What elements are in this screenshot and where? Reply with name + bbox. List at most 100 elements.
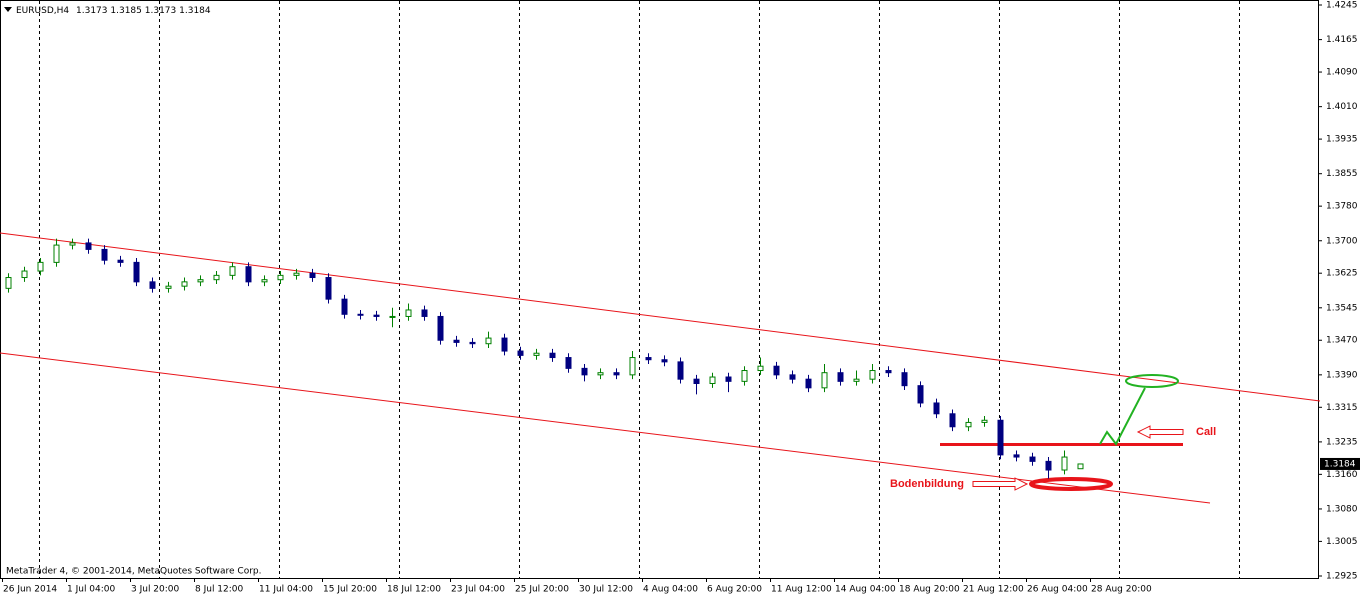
candle-body [693,378,700,385]
open: 1.3173 [76,6,108,16]
y-tick-label: 1.4165 [1326,35,1358,45]
y-tick-label: 1.3935 [1326,135,1358,145]
y-tick-label: 1.3700 [1326,236,1358,246]
candle-body [821,372,828,389]
y-tick-label: 1.3315 [1326,403,1358,413]
candle-body [1029,456,1036,462]
x-tick-label: 4 Aug 04:00 [643,585,698,595]
call-arrow [1136,425,1184,439]
high: 1.3185 [110,6,142,16]
candle-body [293,272,300,276]
x-tick-label: 26 Jun 2014 [3,585,57,595]
candle-body [789,374,796,380]
candle-body [37,261,44,272]
annotation: Call [1196,426,1216,438]
candle-body [901,372,908,387]
candle-body [165,285,172,289]
projection-line [1099,387,1146,446]
candle-body [277,274,284,281]
x-tick-label: 23 Jul 04:00 [451,585,505,595]
candle-body [933,402,940,415]
x-tick-label: 18 Aug 20:00 [899,585,960,595]
close: 1.3184 [179,6,211,16]
candle-body [1013,454,1020,458]
candle-body [661,359,668,363]
candle-body [885,370,892,374]
candle-body [645,357,652,361]
x-tick-label: 6 Aug 20:00 [707,585,762,595]
candle-body [357,313,364,316]
y-tick-label: 1.3470 [1326,336,1358,346]
candle-body [757,365,764,372]
candle-body [565,357,572,369]
candle-body [149,281,156,289]
candle-body [453,339,460,343]
candle-body [261,279,268,283]
candle-body [629,357,636,376]
bottom-ellipse [1029,477,1113,491]
low: 1.3173 [145,6,177,16]
candle-body [853,378,860,382]
candle-body [181,281,188,287]
candle-body [245,266,252,283]
candle-body [981,419,988,423]
candle-body [517,350,524,356]
channel-upper [0,232,1321,402]
candle-body [325,277,332,300]
candle-body [997,419,1004,456]
candle-body [581,367,588,376]
candle-body [725,376,732,382]
candle-body [69,242,76,246]
candle-body [405,309,412,317]
y-tick-label: 1.3160 [1326,470,1358,480]
x-tick-label: 11 Jul 04:00 [259,585,313,595]
candle-body [341,298,348,315]
y-tick-label: 1.3235 [1326,437,1358,447]
candle-body [965,421,972,428]
symbol: EURUSD,H4 [16,6,69,16]
candle-body [1077,463,1084,470]
candle-body [197,279,204,283]
y-tick-label: 1.4010 [1326,102,1358,112]
y-tick-label: 1.3545 [1326,303,1358,313]
candle-body [421,309,428,317]
candle-body [597,372,604,376]
x-tick-label: 25 Jul 20:00 [515,585,569,595]
x-tick-label: 30 Jul 12:00 [579,585,633,595]
y-tick-label: 1.4090 [1326,68,1358,78]
candle-body [533,352,540,356]
candle-body [133,261,140,283]
header: EURUSD,H4 1.3173 1.3185 1.3173 1.3184 [16,6,211,16]
price-tag-label: 1.3184 [1324,459,1356,469]
candle-body [101,248,108,261]
x-tick-label: 8 Jul 12:00 [195,585,244,595]
candle-body [773,365,780,376]
candle-body [949,413,956,428]
candle-body [213,274,220,281]
candle-body [389,315,396,318]
collapse-icon [4,7,12,12]
candle-body [117,259,124,263]
y-tick-label: 1.4245 [1326,1,1358,11]
candle-body [437,315,444,341]
candle-body [1061,456,1068,471]
candle-body [229,266,236,276]
y-tick-label: 1.3005 [1326,537,1358,547]
candle-body [677,361,684,380]
candle-body [85,242,92,250]
y-tick-label: 1.3780 [1326,202,1358,212]
candle-body [549,352,556,359]
candle-body [469,341,476,345]
candles [5,238,1084,479]
x-tick-label: 14 Aug 04:00 [835,585,896,595]
candle-body [837,372,844,382]
y-tick-label: 1.2925 [1326,572,1358,582]
candle-body [1045,460,1052,471]
candle-body [613,372,620,376]
bottom-arrow [972,477,1029,491]
annotation: Bodenbildung [890,478,964,490]
x-tick-label: 18 Jul 12:00 [387,585,441,595]
target-ellipse [1125,374,1179,388]
